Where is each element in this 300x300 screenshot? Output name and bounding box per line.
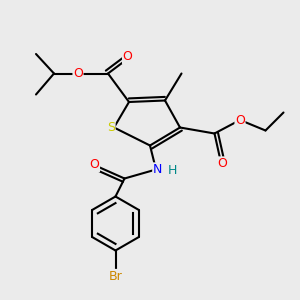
Text: O: O xyxy=(123,50,132,64)
Text: H: H xyxy=(168,164,177,178)
Text: N: N xyxy=(153,163,162,176)
Text: O: O xyxy=(217,157,227,170)
Text: O: O xyxy=(235,113,245,127)
Text: O: O xyxy=(73,67,83,80)
Text: Br: Br xyxy=(109,269,122,283)
Text: S: S xyxy=(107,121,115,134)
Text: O: O xyxy=(90,158,99,172)
